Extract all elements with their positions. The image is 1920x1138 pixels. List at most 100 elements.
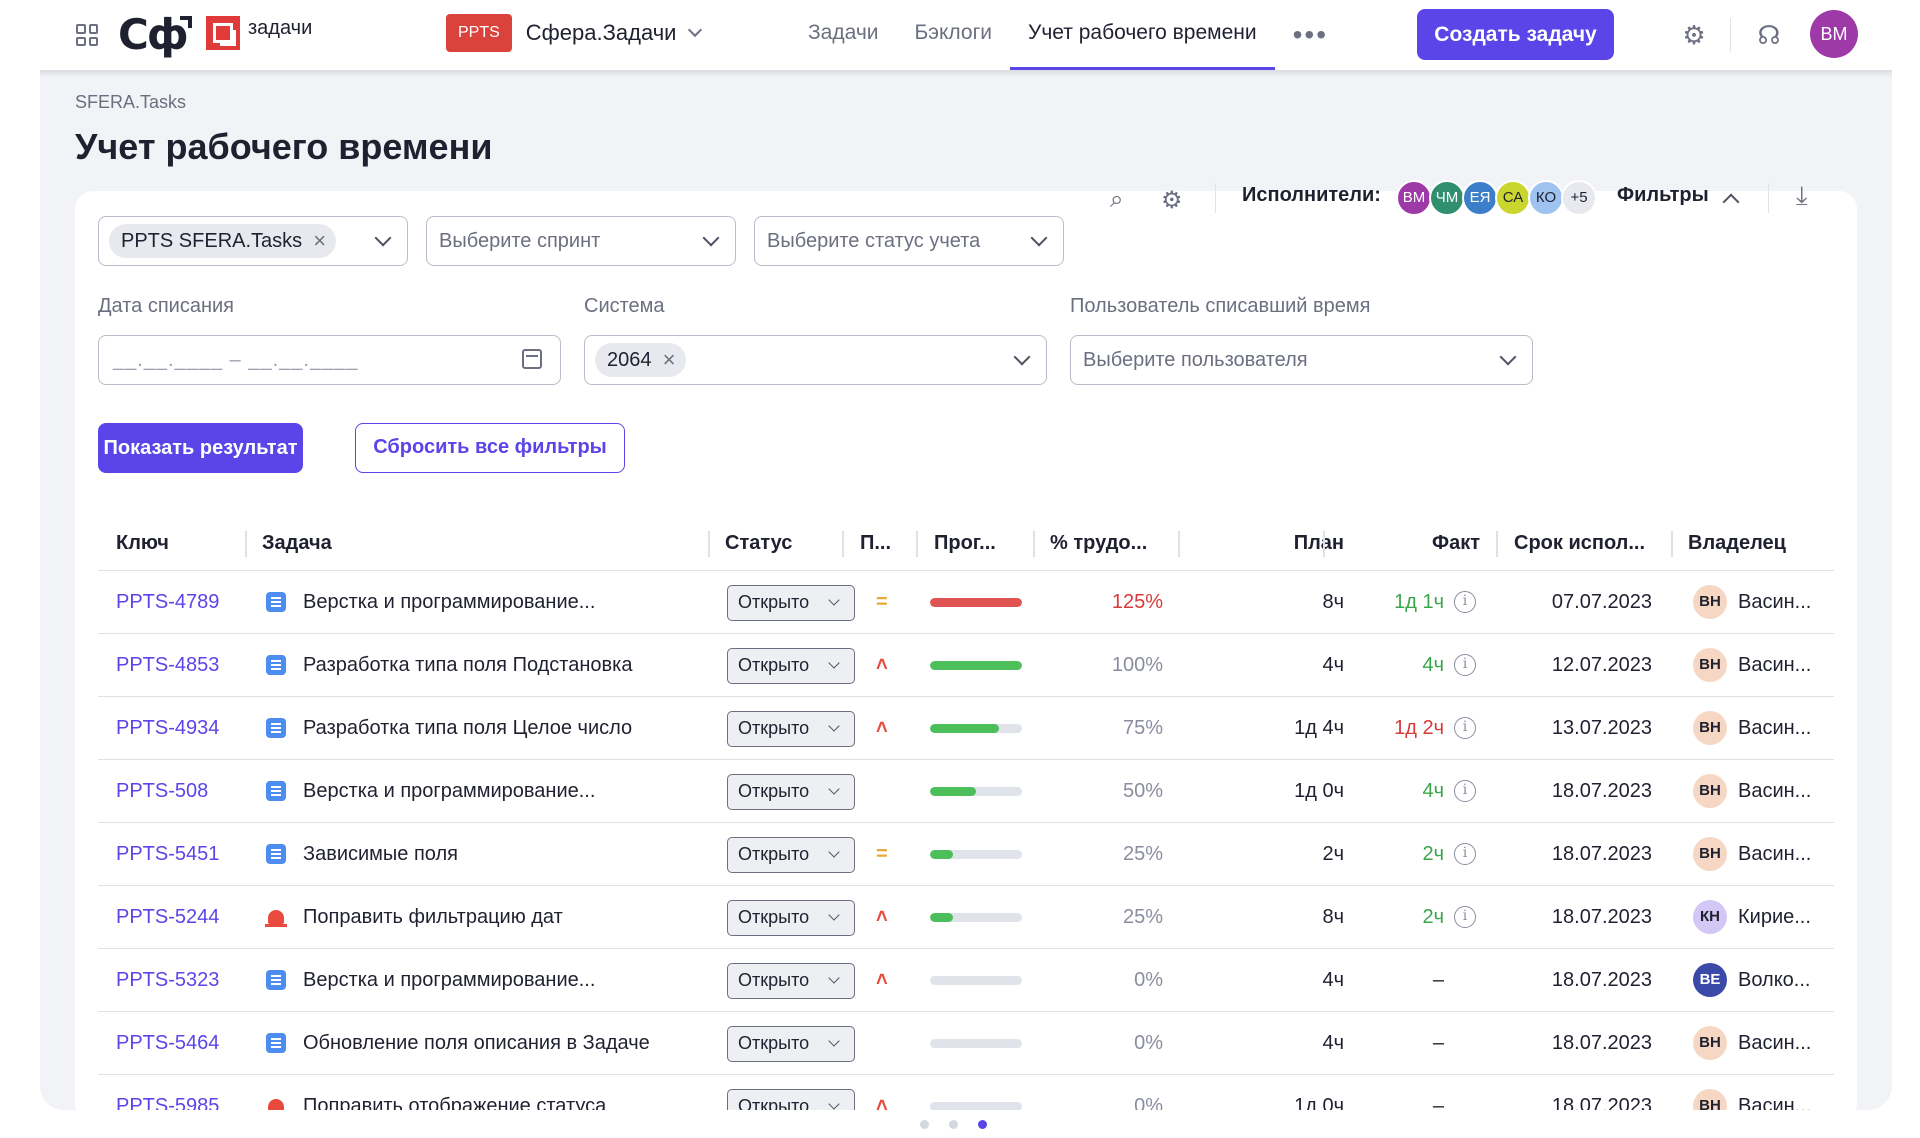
system-select[interactable]: 2064 ×: [584, 335, 1047, 385]
task-key-link[interactable]: PPTS-4853: [116, 654, 220, 676]
task-key-link[interactable]: PPTS-4789: [116, 591, 220, 613]
page-dot[interactable]: [920, 1120, 929, 1129]
executor-avatar[interactable]: ЧМ: [1429, 180, 1465, 216]
status-dropdown[interactable]: Открыто: [727, 900, 855, 936]
chip-remove-icon[interactable]: ×: [313, 228, 327, 253]
status-dropdown[interactable]: Открыто: [727, 711, 855, 747]
col-separator[interactable]: [1496, 531, 1498, 557]
page-dot[interactable]: [949, 1120, 958, 1129]
col-fact[interactable]: Факт: [1432, 532, 1480, 554]
col-separator[interactable]: [1671, 531, 1673, 557]
col-due-date[interactable]: Срок испол...: [1514, 532, 1646, 554]
status-dropdown[interactable]: Открыто: [727, 1026, 855, 1062]
apps-grid-icon[interactable]: [76, 24, 98, 46]
table-row[interactable]: PPTS-5244 Поправить фильтрацию дат Открыто…: [98, 886, 1834, 949]
nav-backlogs[interactable]: Бэклоги: [914, 21, 992, 44]
search-icon[interactable]: ⌕: [1110, 186, 1124, 213]
table-row[interactable]: PPTS-4789 Верстка и программирование... От…: [98, 571, 1834, 634]
task-title[interactable]: Верстка и программирование...: [303, 969, 596, 991]
task-title[interactable]: Верстка и программирование...: [303, 780, 596, 802]
executor-avatar[interactable]: ВМ: [1396, 180, 1432, 216]
show-results-button[interactable]: Показать результат: [98, 423, 303, 473]
col-key[interactable]: Ключ: [116, 532, 169, 554]
task-title[interactable]: Верстка и программирование...: [303, 591, 596, 613]
sfera-logo[interactable]: Сф: [118, 10, 192, 60]
nav-time-tracking[interactable]: Учет рабочего времени: [1010, 0, 1275, 70]
owner-avatar[interactable]: ВН: [1693, 774, 1727, 808]
executor-avatar[interactable]: ЕЯ: [1462, 180, 1498, 216]
info-icon[interactable]: i: [1454, 591, 1476, 613]
reset-filters-button[interactable]: Сбросить все фильтры: [355, 423, 625, 473]
gear-icon[interactable]: ⚙: [1161, 187, 1183, 214]
owner-avatar[interactable]: ВН: [1693, 711, 1727, 745]
tracking-status-select[interactable]: Выберите статус учета: [754, 216, 1064, 266]
task-title[interactable]: Поправить фильтрацию дат: [303, 906, 563, 928]
info-icon[interactable]: i: [1454, 843, 1476, 865]
breadcrumb[interactable]: SFERA.Tasks: [75, 92, 187, 112]
table-row[interactable]: PPTS-5464 Обновление поля описания в Зада…: [98, 1012, 1834, 1075]
task-key-link[interactable]: PPTS-5323: [116, 969, 220, 991]
task-key-link[interactable]: PPTS-5451: [116, 843, 220, 865]
task-key-link[interactable]: PPTS-4934: [116, 717, 220, 739]
owner-avatar[interactable]: ВН: [1693, 837, 1727, 871]
info-icon[interactable]: i: [1454, 717, 1476, 739]
table-row[interactable]: PPTS-4853 Разработка типа поля Подстановк…: [98, 634, 1834, 697]
col-progress[interactable]: Прог...: [934, 532, 996, 554]
status-dropdown[interactable]: Открыто: [727, 648, 855, 684]
task-title[interactable]: Зависимые поля: [303, 843, 458, 865]
executor-avatar[interactable]: КО: [1528, 180, 1564, 216]
task-key-link[interactable]: PPTS-5464: [116, 1032, 220, 1054]
chip-remove-icon[interactable]: ×: [662, 347, 676, 372]
task-title[interactable]: Разработка типа поля Целое число: [303, 717, 633, 739]
nav-more-icon[interactable]: •••: [1292, 19, 1329, 50]
table-row[interactable]: PPTS-508 Верстка и программирование... Отк…: [98, 760, 1834, 823]
col-separator[interactable]: [916, 531, 918, 557]
nav-tasks[interactable]: Задачи: [808, 21, 879, 44]
info-icon[interactable]: i: [1454, 780, 1476, 802]
col-separator[interactable]: [1033, 531, 1035, 557]
table-row[interactable]: PPTS-4934 Разработка типа поля Целое числ…: [98, 697, 1834, 760]
filters-toggle[interactable]: Фильтры: [1617, 184, 1709, 206]
settings-gear-icon[interactable]: ⚙: [1682, 20, 1706, 50]
info-icon[interactable]: i: [1454, 654, 1476, 676]
col-separator[interactable]: [842, 531, 844, 557]
owner-avatar[interactable]: КН: [1693, 900, 1727, 934]
col-plan[interactable]: План: [1293, 532, 1344, 554]
support-headset-icon[interactable]: ☊: [1757, 20, 1781, 50]
calendar-icon[interactable]: [522, 349, 542, 369]
col-separator[interactable]: [1323, 531, 1325, 557]
page-dot[interactable]: [978, 1120, 987, 1129]
status-dropdown[interactable]: Открыто: [727, 585, 855, 621]
sprint-select[interactable]: Выберите спринт: [426, 216, 736, 266]
create-task-button[interactable]: Создать задачу: [1417, 9, 1614, 60]
executor-avatar[interactable]: +5: [1561, 180, 1597, 216]
status-dropdown[interactable]: Открыто: [727, 963, 855, 999]
user-select[interactable]: Выберите пользователя: [1070, 335, 1533, 385]
col-owner[interactable]: Владелец: [1688, 532, 1786, 554]
task-key-link[interactable]: PPTS-508: [116, 780, 209, 802]
col-separator[interactable]: [1178, 531, 1180, 557]
table-row[interactable]: PPTS-5451 Зависимые поля Открыто = 25% 2ч 2ч i 1…: [98, 823, 1834, 886]
project-select[interactable]: PPTS SFERA.Tasks ×: [98, 216, 408, 266]
col-effort-pct[interactable]: % трудо...: [1050, 532, 1148, 554]
project-switcher[interactable]: PPTS Сфера.Задачи: [446, 14, 703, 52]
user-avatar[interactable]: ВМ: [1810, 10, 1858, 58]
col-priority[interactable]: П...: [860, 532, 892, 554]
col-separator[interactable]: [708, 531, 710, 557]
date-range-field[interactable]: __.__.____ – __.__.____: [98, 335, 561, 385]
status-dropdown[interactable]: Открыто: [727, 774, 855, 810]
status-dropdown[interactable]: Открыто: [727, 837, 855, 873]
task-key-link[interactable]: PPTS-5244: [116, 906, 220, 928]
table-row[interactable]: PPTS-5323 Верстка и программирование... От…: [98, 949, 1834, 1012]
owner-avatar[interactable]: ВН: [1693, 1026, 1727, 1060]
col-task[interactable]: Задача: [262, 532, 332, 554]
owner-avatar[interactable]: ВН: [1693, 585, 1727, 619]
task-title[interactable]: Разработка типа поля Подстановка: [303, 654, 633, 676]
owner-avatar[interactable]: ВН: [1693, 648, 1727, 682]
tasks-logo[interactable]: задачи: [206, 16, 312, 50]
col-separator[interactable]: [245, 531, 247, 557]
owner-avatar[interactable]: ВЕ: [1693, 963, 1727, 997]
download-icon[interactable]: ⤓: [1796, 180, 1808, 210]
executor-avatar[interactable]: СА: [1495, 180, 1531, 216]
task-title[interactable]: Обновление поля описания в Задаче: [303, 1032, 650, 1054]
